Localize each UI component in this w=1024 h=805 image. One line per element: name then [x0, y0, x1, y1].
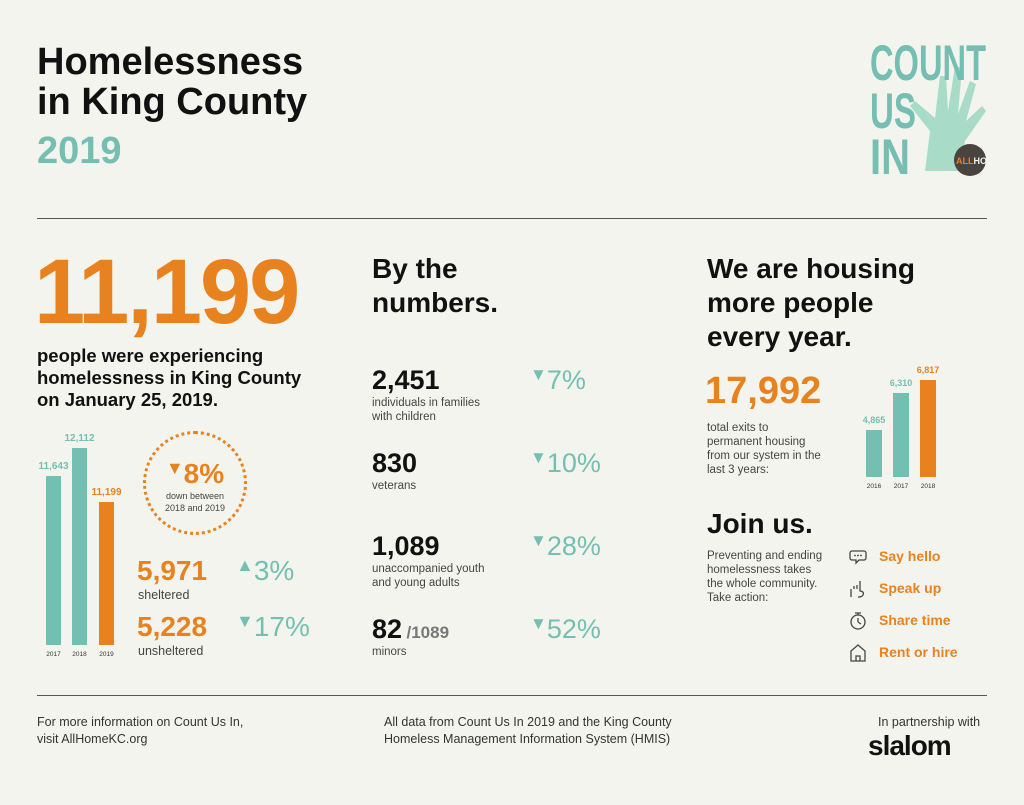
join-heading: Join us.	[707, 508, 813, 539]
stat-item: 1,089 unaccompanied youth and young adult…	[372, 531, 485, 590]
sheltered-change: 3%	[253, 555, 295, 586]
raised-hand-icon	[850, 581, 865, 598]
exits-year-label: 2017	[893, 483, 909, 490]
sheltered-value: 5,971	[137, 555, 208, 586]
count-value-label: 11,199	[91, 487, 122, 499]
stat-item: 82 /1089 minors	[372, 614, 449, 659]
stat-item: 830 veterans	[372, 448, 417, 493]
unsheltered-label: unsheltered	[138, 644, 204, 658]
down-arrow-icon: ▼	[165, 458, 184, 478]
change-circle: ▼8% down between 2018 and 2019	[143, 431, 247, 535]
stat-label: unaccompanied youth and young adults	[372, 563, 485, 589]
action-label: Share time	[879, 612, 951, 628]
housing-heading: We are housing more people every year.	[707, 253, 915, 352]
stat-value: 82	[372, 614, 403, 644]
exits-bar-2018	[920, 380, 936, 477]
up-arrow-icon: ▲	[236, 555, 254, 575]
stat-change: ▼10%	[530, 448, 601, 478]
down-arrow-icon: ▼	[530, 448, 547, 467]
exits-text: total exits to permanent housing from our …	[707, 422, 821, 476]
count-value-label: 11,643	[38, 460, 69, 472]
exits-chart: 4,865 2016 6,310 2017 6,817 2018	[0, 0, 940, 490]
sheltered-label: sheltered	[138, 588, 190, 602]
exits-bar-2016	[866, 429, 882, 477]
exits-year-label: 2018	[920, 483, 936, 490]
join-text: Preventing and ending homelessness takes t…	[707, 550, 823, 604]
divider	[37, 218, 987, 219]
speech-bubble-icon	[849, 550, 867, 565]
divider	[37, 695, 987, 696]
total-count: 11,199	[34, 241, 300, 343]
stopwatch-icon	[850, 612, 866, 630]
exits-value-label: 4,865	[862, 414, 886, 425]
down-arrow-icon: ▼	[530, 531, 547, 550]
action-label: Speak up	[879, 580, 942, 596]
count-bar-2019	[99, 502, 114, 645]
count-year-label: 2017	[46, 651, 61, 658]
count-year-label: 2019	[99, 651, 114, 658]
change-text: down between	[165, 491, 225, 501]
slalom-logo: slalom	[868, 730, 952, 761]
stat-value: 2,451	[372, 365, 440, 395]
total-description: people were experiencing homelessness in…	[37, 345, 302, 410]
stat-label: minors	[372, 646, 407, 658]
unsheltered-change: 17%	[253, 611, 310, 642]
exits-value-label: 6,310	[889, 377, 913, 388]
page-title: Homelessness in King County	[37, 41, 308, 123]
stat-label: individuals in families with children	[372, 397, 481, 423]
action-label: Rent or hire	[879, 644, 958, 660]
exits-year-label: 2016	[866, 483, 882, 490]
footer-partner-label: In partnership with	[878, 715, 981, 729]
down-arrow-icon: ▼	[530, 365, 547, 384]
change-value: 8%	[183, 458, 225, 489]
change-text: 2018 and 2019	[164, 503, 226, 513]
count-chart: 11,643 2017 12,112 2018 11,199 2019	[0, 0, 121, 658]
count-year-label: 2018	[72, 651, 87, 658]
stat-value: 830	[372, 448, 418, 478]
count-bar-2017	[46, 475, 61, 645]
exits-value-label: 6,817	[916, 365, 940, 375]
stat-item: 2,451 individuals in families with childr…	[372, 365, 480, 424]
year: 2019	[37, 130, 122, 172]
count-us-in-logo: COUNT US IN ALLHOME	[870, 35, 1001, 185]
count-bar-2018	[72, 448, 87, 645]
down-arrow-icon: ▼	[236, 611, 254, 631]
stat-change: ▼7%	[530, 365, 586, 395]
unsheltered-value: 5,228	[137, 611, 208, 642]
footer-source: All data from Count Us In 2019 and the K…	[384, 715, 672, 746]
down-arrow-icon: ▼	[530, 614, 547, 633]
svg-text:ALLHOME: ALLHOME	[956, 156, 990, 166]
action-label: Say hello	[879, 548, 941, 564]
count-value-label: 12,112	[64, 433, 95, 444]
svg-text:IN: IN	[870, 129, 910, 176]
by-numbers-heading: By the numbers.	[372, 253, 499, 318]
stat-change: ▼52%	[530, 614, 601, 644]
stat-suffix: /1089	[406, 623, 450, 642]
house-icon	[850, 644, 866, 662]
exits-value: 17,992	[705, 370, 822, 412]
footer-info: For more information on Count Us In, visi…	[37, 715, 244, 746]
exits-bar-2017	[893, 392, 909, 477]
stat-value: 1,089	[372, 531, 440, 561]
svg-text:US: US	[870, 83, 916, 139]
svg-text:COUNT: COUNT	[870, 36, 986, 91]
stat-change: ▼28%	[530, 531, 601, 561]
stat-label: veterans	[372, 480, 417, 492]
